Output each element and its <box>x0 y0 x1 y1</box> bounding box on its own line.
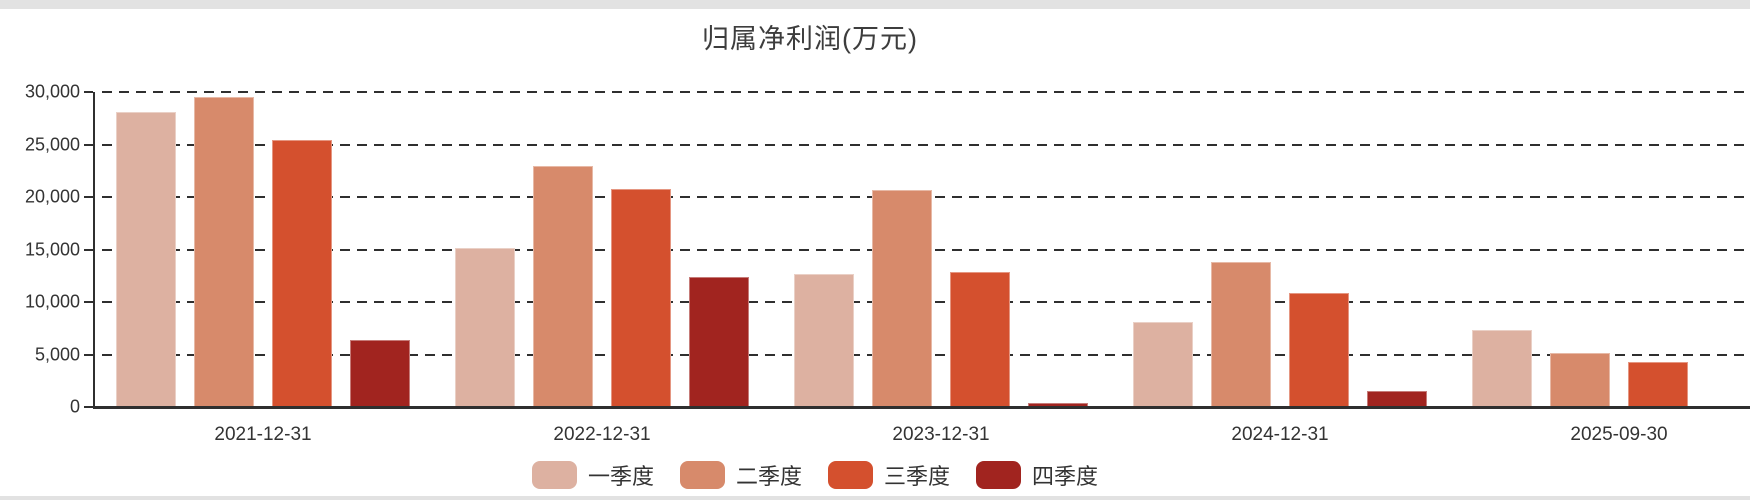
y-tick-label: 20,000 <box>24 186 80 207</box>
legend-label: 三季度 <box>884 464 951 489</box>
bottom-edge-strip <box>0 496 1750 500</box>
bar-2024-12-31-四季度[interactable] <box>1367 391 1427 407</box>
y-tick-label: 0 <box>69 396 80 417</box>
y-axis-tick <box>84 143 93 146</box>
legend-item-三季度[interactable]: 三季度 <box>828 459 950 491</box>
bar-2022-12-31-四季度[interactable] <box>689 276 749 407</box>
y-tick-label: 25,000 <box>24 134 80 154</box>
bar-2022-12-31-一季度[interactable] <box>455 248 515 407</box>
y-axis-line <box>93 92 95 409</box>
legend-item-二季度[interactable]: 二季度 <box>679 459 802 491</box>
bar-2021-12-31-二季度[interactable] <box>194 97 254 407</box>
bar-2022-12-31-三季度[interactable] <box>611 188 671 407</box>
y-tick-label: 15,000 <box>24 239 80 259</box>
chart-title: 归属净利润(万元) <box>702 24 918 54</box>
legend-swatch-icon <box>828 461 873 489</box>
y-tick-label: 30,000 <box>24 81 80 102</box>
bar-2024-12-31-一季度[interactable] <box>1133 321 1193 407</box>
bar-2022-12-31-二季度[interactable] <box>533 165 593 407</box>
y-axis-tick <box>84 353 93 356</box>
bar-2023-12-31-三季度[interactable] <box>950 271 1010 407</box>
bar-2024-12-31-二季度[interactable] <box>1211 262 1271 407</box>
legend-item-四季度[interactable]: 四季度 <box>976 459 1098 491</box>
bar-2025-09-30-三季度[interactable] <box>1628 361 1688 407</box>
x-tick-label: 2025-09-30 <box>1570 424 1668 445</box>
bar-2021-12-31-四季度[interactable] <box>350 339 410 407</box>
top-edge-strip <box>0 0 1750 9</box>
legend: 一季度 二季度 三季度 四季度 <box>0 459 1630 491</box>
legend-label: 二季度 <box>735 464 802 489</box>
x-tick-label: 2024-12-31 <box>1231 424 1329 445</box>
bar-2025-09-30-一季度[interactable] <box>1472 330 1532 407</box>
bar-2021-12-31-一季度[interactable] <box>116 111 176 407</box>
y-axis-tick <box>84 91 93 93</box>
y-axis-tick <box>84 406 93 408</box>
legend-item-一季度[interactable]: 一季度 <box>531 459 654 491</box>
y-axis-tick <box>84 301 93 303</box>
x-axis-line <box>93 406 1750 409</box>
bar-2024-12-31-三季度[interactable] <box>1289 292 1349 407</box>
bar-2023-12-31-一季度[interactable] <box>794 273 854 407</box>
gridline <box>95 143 1750 146</box>
legend-swatch-icon <box>976 461 1022 489</box>
x-tick-label: 2021-12-31 <box>214 424 312 445</box>
gridline <box>95 91 1750 93</box>
bar-2025-09-30-二季度[interactable] <box>1550 353 1610 407</box>
legend-label: 一季度 <box>587 464 654 489</box>
x-tick-label: 2023-12-31 <box>892 424 990 445</box>
y-tick-label: 10,000 <box>24 291 80 312</box>
y-axis-tick <box>84 196 93 198</box>
y-axis-tick <box>84 248 93 251</box>
x-tick-label: 2022-12-31 <box>553 424 651 445</box>
bar-2021-12-31-三季度[interactable] <box>272 140 332 407</box>
legend-swatch-icon <box>531 461 577 489</box>
legend-swatch-icon <box>679 461 725 489</box>
bar-2023-12-31-四季度[interactable] <box>1028 402 1088 407</box>
legend-label: 四季度 <box>1032 464 1099 489</box>
y-tick-label: 5,000 <box>34 344 80 364</box>
bar-2023-12-31-二季度[interactable] <box>872 189 932 407</box>
